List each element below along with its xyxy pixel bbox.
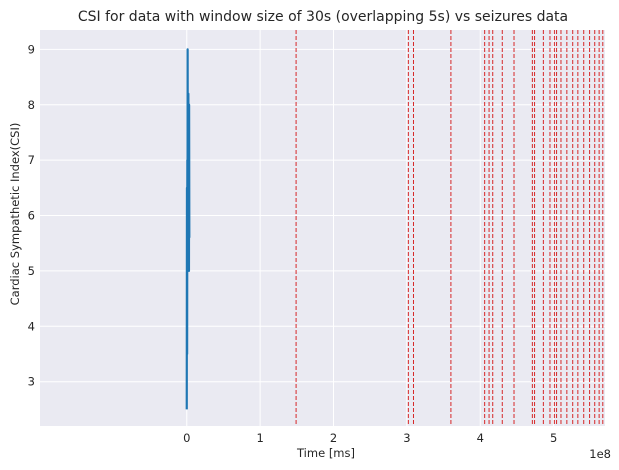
y-tick-label: 6 <box>28 209 35 223</box>
x-tick-label: 0 <box>183 431 190 445</box>
x-axis-label: Time [ms] <box>296 446 355 460</box>
y-tick-label: 4 <box>28 319 35 333</box>
y-tick-label: 9 <box>28 42 35 56</box>
csi-series-line <box>185 48 191 410</box>
x-tick-label: 5 <box>550 431 557 445</box>
y-tick-label: 7 <box>28 153 35 167</box>
x-offset-label: 1e8 <box>589 447 611 461</box>
y-tick-label: 8 <box>28 98 35 112</box>
chart-title: CSI for data with window size of 30s (ov… <box>78 9 568 25</box>
y-tick-label: 5 <box>28 264 35 278</box>
y-tick-label: 3 <box>28 375 35 389</box>
y-axis-label: Cardiac Sympathetic Index(CSI) <box>8 123 22 306</box>
x-tick-label: 4 <box>477 431 484 445</box>
x-tick-label: 2 <box>330 431 337 445</box>
x-tick-label: 1 <box>256 431 263 445</box>
plot-area <box>40 30 605 426</box>
x-tick-label: 3 <box>403 431 410 445</box>
